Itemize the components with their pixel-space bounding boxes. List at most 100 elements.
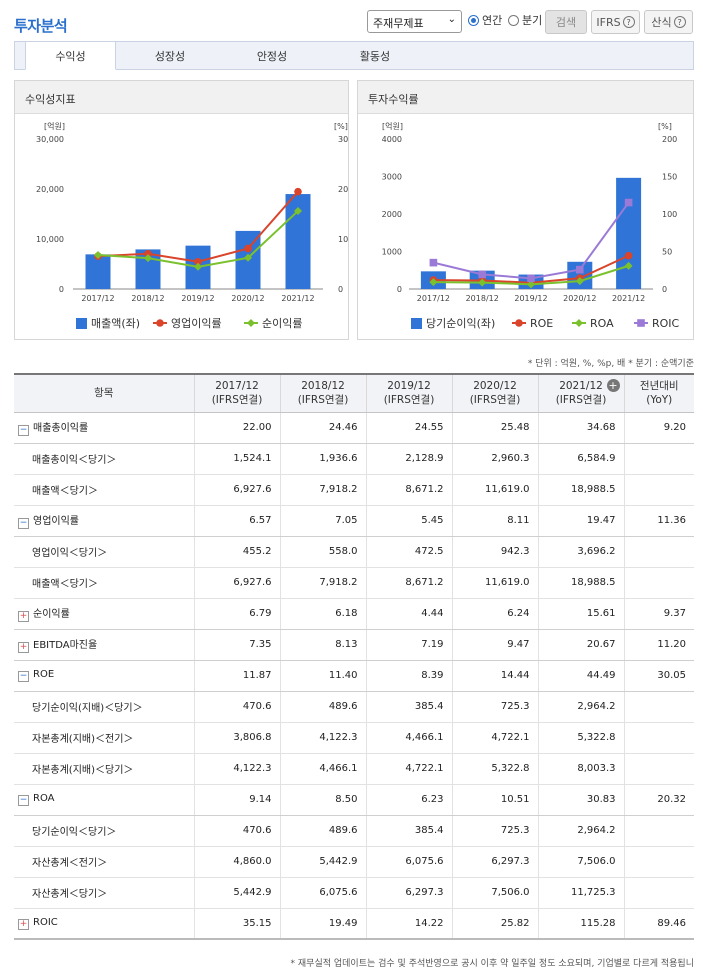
- value-cell: [623, 846, 694, 878]
- value-cell: 5,442.9: [193, 877, 280, 909]
- point: [429, 258, 438, 267]
- value-cell: 9.20: [623, 412, 694, 444]
- value-cell: 3,696.2: [537, 536, 624, 568]
- right-tick-label: 10: [338, 235, 348, 244]
- point: [294, 187, 302, 196]
- collapse-icon[interactable]: −: [18, 795, 29, 806]
- tab-activity[interactable]: 활동성: [359, 49, 391, 63]
- right-tick-label: 0: [662, 285, 667, 294]
- point: [527, 280, 535, 289]
- row-label: 자산총계＜전기＞: [32, 858, 108, 869]
- table-row: + EBITDA마진율 7.35 8.13 7.19 9.47 20.67 11.20: [14, 629, 694, 661]
- value-cell: 385.4: [365, 815, 452, 847]
- value-cell: 15.61: [537, 598, 624, 630]
- table-row: − ROE 11.87 11.40 8.39 14.44 44.49 30.05: [14, 660, 694, 692]
- tab-stability[interactable]: 안정성: [256, 49, 288, 63]
- tab-profitability[interactable]: 수익성: [25, 41, 116, 70]
- table-row: + ROIC 35.15 19.49 14.22 25.82 115.28 89.46: [14, 908, 694, 940]
- header-2017: 2017/12 (IFRS연결): [193, 374, 280, 413]
- expand-icon[interactable]: +: [18, 611, 29, 622]
- header-2018: 2018/12 (IFRS연결): [279, 374, 366, 413]
- legend-label: ROA: [590, 317, 614, 330]
- ifrs-button[interactable]: IFRS ?: [591, 10, 640, 34]
- add-column-icon[interactable]: +: [606, 378, 620, 392]
- value-cell: 455.2: [193, 536, 280, 568]
- value-cell: [623, 722, 694, 754]
- row-label-cell: 매출액＜당기＞: [14, 567, 194, 599]
- value-cell: 7,918.2: [279, 567, 366, 599]
- x-tick-label: 2019/12: [514, 294, 547, 303]
- legend-label: ROIC: [652, 317, 680, 330]
- row-label: 순이익률: [33, 609, 70, 620]
- radio-quarter[interactable]: 분기: [508, 12, 542, 28]
- collapse-icon[interactable]: −: [18, 671, 29, 682]
- value-cell: 7,506.0: [451, 877, 538, 909]
- value-cell: 24.55: [365, 412, 452, 444]
- point: [194, 257, 202, 266]
- value-cell: 4,722.1: [365, 753, 452, 785]
- row-label-cell: 당기순이익＜당기＞: [14, 815, 194, 847]
- analysis-tabs: 수익성 성장성 안정성 활동성: [14, 41, 694, 70]
- value-cell: 6,075.6: [365, 846, 452, 878]
- value-cell: 11.40: [279, 660, 366, 692]
- formula-button[interactable]: 산식 ?: [644, 10, 693, 34]
- row-label-cell: 매출액＜당기＞: [14, 474, 194, 506]
- right-tick-label: 0: [338, 285, 343, 294]
- value-cell: 11.87: [193, 660, 280, 692]
- profitability-chart-panel: 수익성지표 [억원] [%] 30,000 30 20,000 20 10,000 10 0 0 2…: [14, 80, 349, 340]
- row-label: ROIC: [33, 916, 58, 928]
- value-cell: 385.4: [365, 691, 452, 723]
- value-cell: [623, 567, 694, 599]
- value-cell: 30.83: [537, 784, 624, 816]
- statement-type-select[interactable]: 주재무제표 ⌄: [367, 10, 462, 33]
- value-cell: 19.47: [537, 505, 624, 537]
- header-item: 항목: [14, 374, 194, 413]
- x-tick-label: 2018/12: [131, 294, 164, 303]
- table-row: 자본총계(지배)＜당기＞ 4,122.3 4,466.1 4,722.1 5,322.8…: [14, 753, 694, 785]
- row-label-cell: + EBITDA마진율: [14, 629, 194, 661]
- right-tick-label: 30: [338, 135, 348, 144]
- value-cell: 4,122.3: [279, 722, 366, 754]
- value-cell: 1,524.1: [193, 443, 280, 475]
- left-tick-label: 4000: [382, 135, 402, 144]
- table-row: 매출액＜당기＞ 6,927.6 7,918.2 8,671.2 11,619.0 18,9…: [14, 474, 694, 506]
- value-cell: 489.6: [279, 691, 366, 723]
- value-cell: 6,297.3: [451, 846, 538, 878]
- row-label-cell: − 영업이익률: [14, 505, 194, 537]
- row-label: ROA: [33, 793, 55, 804]
- left-axis-unit: [억원]: [382, 121, 403, 131]
- x-tick-label: 2019/12: [181, 294, 214, 303]
- left-tick-label: 10,000: [36, 235, 64, 244]
- value-cell: 2,964.2: [537, 815, 624, 847]
- expand-icon[interactable]: +: [18, 918, 29, 930]
- radio-annual[interactable]: 연간: [468, 12, 502, 28]
- radio-checked-icon: [468, 14, 479, 26]
- value-cell: 4,466.1: [365, 722, 452, 754]
- value-cell: 8.39: [365, 660, 452, 692]
- value-cell: 3,806.8: [193, 722, 280, 754]
- row-label: 매출액＜당기＞: [32, 579, 98, 590]
- value-cell: 942.3: [451, 536, 538, 568]
- value-cell: 4,860.0: [193, 846, 280, 878]
- collapse-icon[interactable]: −: [18, 425, 29, 436]
- legend-swatch: [76, 318, 87, 329]
- collapse-icon[interactable]: −: [18, 518, 29, 529]
- value-cell: 25.48: [451, 412, 538, 444]
- tab-growth[interactable]: 성장성: [154, 49, 186, 63]
- value-cell: 6.79: [193, 598, 280, 630]
- value-cell: 6.24: [451, 598, 538, 630]
- unit-note: * 단위 : 억원, %, %p, 배 * 분기 : 순액기준: [527, 359, 694, 369]
- point: [624, 251, 633, 260]
- search-button[interactable]: 검색: [545, 10, 587, 34]
- row-label: ROE: [33, 669, 55, 680]
- right-tick-label: 150: [662, 173, 677, 182]
- value-cell: 6,927.6: [193, 474, 280, 506]
- expand-icon[interactable]: +: [18, 642, 29, 653]
- value-cell: 9.14: [193, 784, 280, 816]
- x-tick-label: 2017/12: [81, 294, 114, 303]
- right-axis-unit: [%]: [658, 122, 672, 131]
- value-cell: 8,671.2: [365, 567, 452, 599]
- point: [575, 277, 584, 286]
- row-label: 매출총이익률: [33, 423, 89, 434]
- value-cell: 18,988.5: [537, 567, 624, 599]
